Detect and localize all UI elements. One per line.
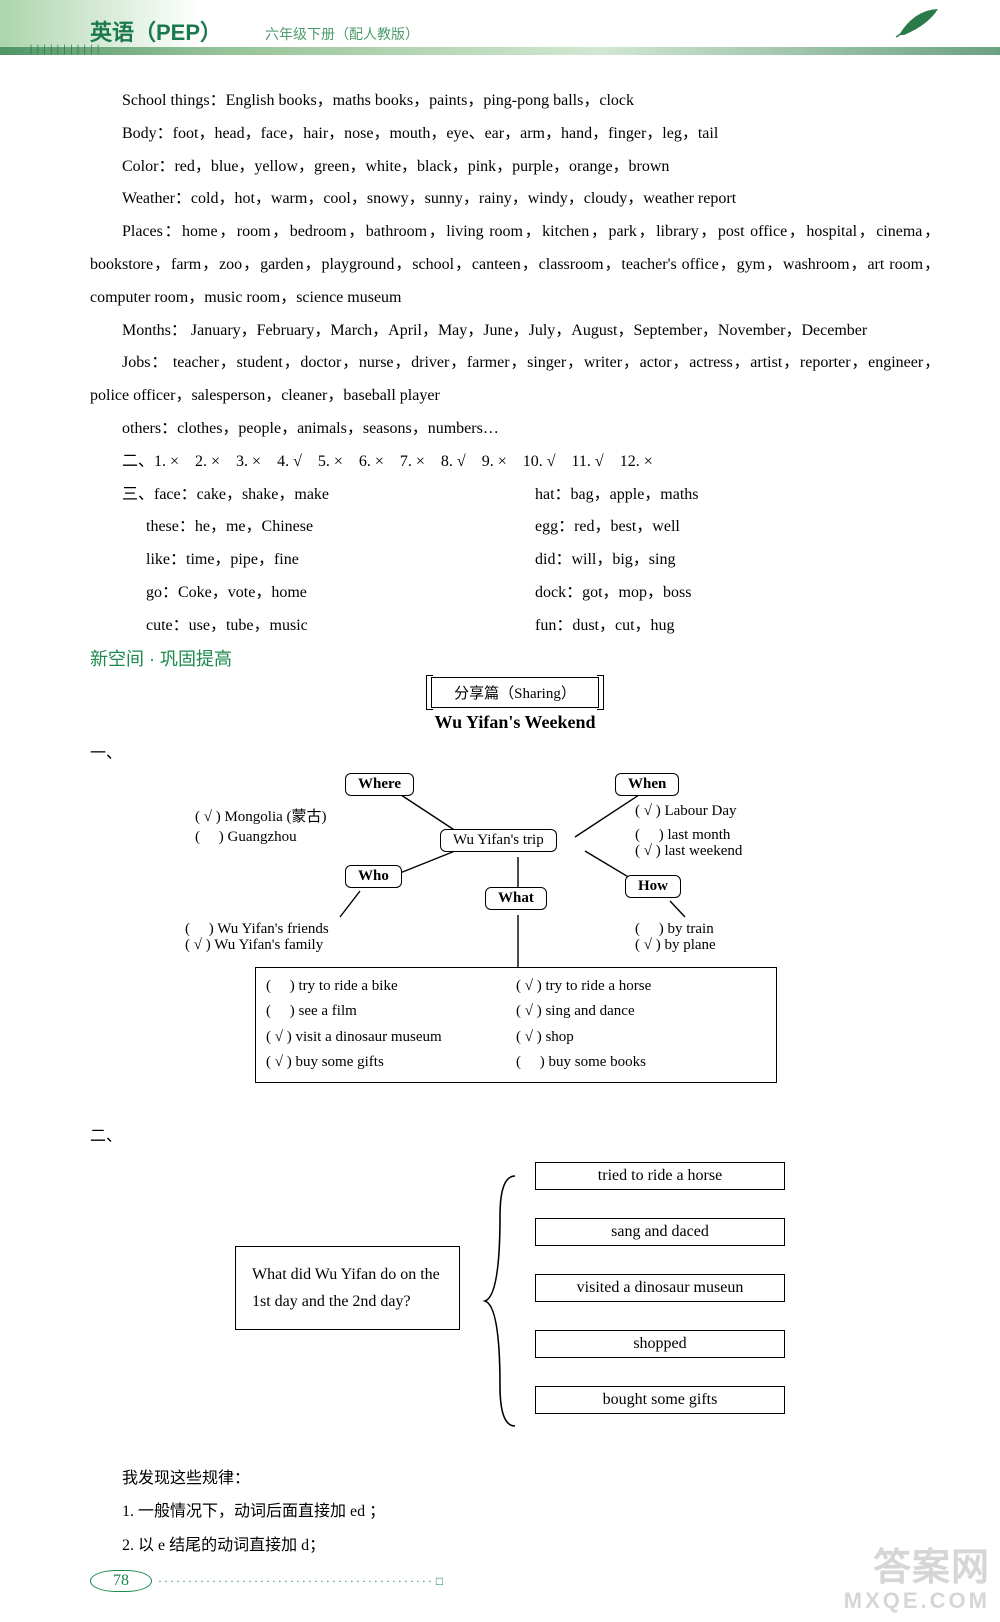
- what-r0c0: ( ) try to ride a bike: [266, 974, 516, 1000]
- box-who: Who: [345, 865, 402, 888]
- page-number-wrap: 78 ·····································…: [90, 1570, 443, 1592]
- watermark: 答案网 MXQE.COM: [844, 1549, 990, 1612]
- what-r1c1: ( √ ) sing and dance: [516, 999, 766, 1025]
- answer-1: sang and daced: [535, 1218, 785, 1246]
- rules-2: 2. 以 e 结尾的动词直接加 d；: [90, 1529, 940, 1563]
- section-three: 三、face：cake，shake，make these：he，me，Chine…: [90, 479, 940, 643]
- header-title: 英语（PEP）: [90, 15, 222, 47]
- how-opt-2: ( √ ) by plane: [635, 937, 716, 954]
- box-when: When: [615, 773, 679, 796]
- when-opt-3: ( √ ) last weekend: [635, 843, 742, 860]
- content-body: School things：English books，maths books，…: [90, 85, 940, 643]
- answer-4: bought some gifts: [535, 1386, 785, 1414]
- what-r1c0: ( ) see a film: [266, 999, 516, 1025]
- sharing-box: 分享篇（Sharing）: [431, 677, 599, 708]
- what-r3c1: ( ) buy some books: [516, 1050, 766, 1076]
- where-opt-1: ( √ ) Mongolia (蒙古): [195, 805, 327, 826]
- s3-l0: 三、face：cake，shake，make: [90, 479, 495, 512]
- rules-1: 1. 一般情况下，动词后面直接加 ed ；: [90, 1495, 940, 1529]
- s3-l4: cute：use，tube，music: [90, 610, 495, 643]
- diagram-trip: Where When Wu Yifan's trip Who What How …: [185, 767, 845, 1112]
- answer-3: shopped: [535, 1330, 785, 1358]
- section-two: 二、1. × 2. × 3. × 4. √ 5. × 6. × 7. × 8. …: [90, 446, 940, 479]
- line-school: School things：English books，maths books，…: [90, 85, 940, 118]
- label-two: 二、: [90, 1122, 940, 1146]
- s3-l1: these：he，me，Chinese: [90, 511, 495, 544]
- what-r0c1: ( √ ) try to ride a horse: [516, 974, 766, 1000]
- page: | | | | | | | | | | | 英语（PEP） 六年级下册（配人教版…: [0, 0, 1000, 1622]
- box-center: Wu Yifan's trip: [440, 829, 557, 852]
- watermark-l2: MXQE.COM: [844, 1589, 990, 1612]
- box-what: What: [485, 887, 547, 910]
- s3-r2: did：will，big，sing: [535, 544, 940, 577]
- rules-head: 我发现这些规律：: [90, 1462, 940, 1496]
- diagram-answers: What did Wu Yifan do on the 1st day and …: [165, 1156, 865, 1446]
- header-subtitle: 六年级下册（配人教版）: [265, 24, 419, 44]
- label-one: 一、: [90, 739, 940, 763]
- line-places: Places：home，room，bedroom，bathroom，living…: [90, 216, 940, 314]
- line-jobs: Jobs： teacher，student，doctor，nurse，drive…: [90, 347, 940, 413]
- box-where: Where: [345, 773, 414, 796]
- s3-r0: hat：bag，apple，maths: [535, 479, 940, 512]
- s3-r4: fun：dust，cut，hug: [535, 610, 940, 643]
- what-r2c1: ( √ ) shop: [516, 1025, 766, 1051]
- dots-line: ········································…: [158, 1574, 434, 1589]
- weekend-title: Wu Yifan's Weekend: [90, 712, 940, 733]
- leaf-icon: [894, 5, 940, 48]
- line-body: Body：foot，head，face，hair，nose，mouth，eye、…: [90, 118, 940, 151]
- how-opt-1: ( ) by train: [635, 917, 714, 938]
- when-opt-1: ( √ ) Labour Day: [635, 803, 737, 820]
- sharing-wrap: 分享篇（Sharing）: [90, 677, 940, 708]
- what-r2c0: ( √ ) visit a dinosaur museum: [266, 1025, 516, 1051]
- where-opt-2: ( ) Guangzhou: [195, 825, 297, 846]
- question-box: What did Wu Yifan do on the 1st day and …: [235, 1246, 460, 1330]
- line-color: Color：red，blue，yellow，green，white，black，…: [90, 151, 940, 184]
- box-how: How: [625, 875, 681, 898]
- s3-r3: dock：got，mop，boss: [535, 577, 940, 610]
- s3-l2: like：time，pipe，fine: [90, 544, 495, 577]
- page-number: 78: [90, 1570, 152, 1592]
- section-green: 新空间 · 巩固提高: [90, 645, 940, 671]
- header-strip: [0, 47, 1000, 55]
- who-opt-1: ( ) Wu Yifan's friends: [185, 917, 329, 938]
- answer-0: tried to ride a horse: [535, 1162, 785, 1190]
- when-opt-2: ( ) last month: [635, 823, 730, 844]
- line-weather: Weather：cold，hot，warm，cool，snowy，sunny，r…: [90, 183, 940, 216]
- square-icon: □: [436, 1574, 443, 1589]
- line-months: Months： January，February，March，April，May…: [90, 315, 940, 348]
- s3-r1: egg：red，best，well: [535, 511, 940, 544]
- what-r3c0: ( √ ) buy some gifts: [266, 1050, 516, 1076]
- rules-block: 我发现这些规律： 1. 一般情况下，动词后面直接加 ed ； 2. 以 e 结尾…: [90, 1462, 940, 1563]
- what-options-box: ( ) try to ride a bike( √ ) try to ride …: [255, 967, 777, 1083]
- line-others: others：clothes，people，animals，seasons，nu…: [90, 413, 940, 446]
- page-header: | | | | | | | | | | | 英语（PEP） 六年级下册（配人教版…: [90, 0, 940, 55]
- s3-l3: go：Coke，vote，home: [90, 577, 495, 610]
- watermark-l1: 答案网: [844, 1549, 990, 1589]
- answer-2: visited a dinosaur museun: [535, 1274, 785, 1302]
- who-opt-2: ( √ ) Wu Yifan's family: [185, 937, 323, 954]
